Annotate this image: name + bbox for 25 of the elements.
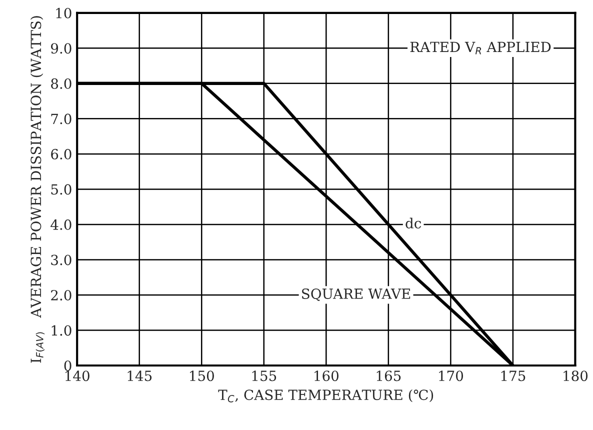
y-tick-label: 9.0: [51, 43, 72, 54]
y-tick-label: 6.0: [51, 148, 72, 160]
x-tick-label: 145: [128, 370, 152, 382]
x-tick-label: 160: [314, 370, 338, 382]
y-tick-label: 0: [64, 360, 72, 371]
x-tick-label: 165: [376, 370, 401, 382]
x-axis-title: T$_{C}$, CASE TEMPERATURE (℃): [218, 389, 434, 402]
y-tick-label: 5.0: [51, 184, 72, 195]
x-tick-label: 155: [252, 370, 276, 382]
series-label: SQUARE WAVE: [302, 288, 410, 302]
x-tick-label: 170: [439, 370, 464, 382]
text: I$_{F(AV)}$ AVERAGE POWER DISSIPATION (WATTS): [30, 16, 45, 363]
series-label: dc: [406, 218, 422, 228]
y-tick-label: 4.0: [50, 219, 72, 230]
y-tick-label: 2.0: [51, 290, 72, 300]
y-tick-label: 7.0: [51, 114, 72, 124]
x-tick-label: 150: [190, 370, 214, 382]
y-tick-label: 1.0: [52, 325, 72, 336]
x-tick-label: 140: [66, 370, 90, 382]
x-tick-label: 175: [501, 370, 526, 382]
y-tick-label: 3.0: [51, 254, 72, 266]
annotation: RATED V$_{R}$ APPLIED: [410, 42, 551, 54]
y-tick-label: 10: [56, 8, 72, 18]
y-tick-label: 8.0: [51, 78, 72, 89]
x-tick-label: 180: [564, 370, 588, 382]
